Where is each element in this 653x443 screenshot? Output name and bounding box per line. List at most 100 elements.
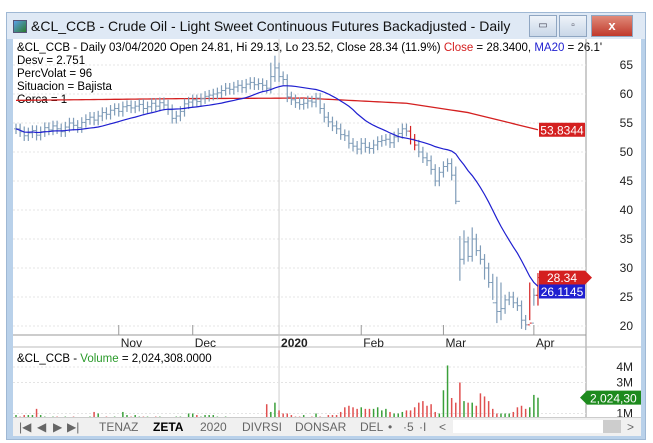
price-bar	[124, 100, 129, 112]
price-bar	[92, 111, 97, 126]
price-bar	[318, 92, 323, 114]
price-bar	[490, 273, 495, 304]
close-badge	[539, 270, 585, 285]
price-bar	[416, 139, 421, 158]
price-bar	[272, 55, 277, 82]
price-bar	[100, 107, 105, 122]
price-bar	[309, 95, 314, 108]
price-bar	[268, 62, 273, 94]
price-bar	[87, 111, 92, 125]
price-bar	[166, 99, 171, 115]
ma200-badge-text: 53.8344	[540, 123, 584, 137]
price-bar	[326, 111, 331, 128]
price-bar	[186, 96, 191, 110]
price-bar	[351, 138, 356, 152]
tab-donsar[interactable]: DONSAR	[295, 420, 347, 434]
tab-2020[interactable]: 2020	[200, 420, 227, 434]
price-bar	[346, 130, 351, 149]
price-bar	[235, 80, 240, 93]
volume-badge-arrow	[580, 390, 587, 405]
price-bar	[363, 138, 368, 153]
y-tick-label: 40	[620, 203, 634, 217]
price-bar	[252, 77, 257, 90]
price-bar	[59, 123, 64, 137]
x-tick-label: 2020	[281, 336, 308, 350]
price-bar	[108, 105, 113, 120]
price-bar	[375, 136, 380, 151]
price-bar	[486, 262, 491, 288]
price-bar	[161, 97, 166, 111]
next-sheet-button[interactable]: ▶	[53, 420, 63, 434]
price-bar	[379, 135, 384, 147]
x-tick-label: Mar	[445, 336, 466, 350]
price-bar	[437, 167, 442, 187]
tab-del[interactable]: DEL	[360, 420, 384, 434]
tab-extra-2[interactable]: ·5	[403, 420, 414, 434]
price-bar	[71, 117, 76, 131]
price-bar	[231, 81, 236, 95]
price-bar	[120, 101, 125, 117]
price-bar	[96, 110, 101, 126]
price-bar	[527, 282, 532, 326]
tab-zeta[interactable]: ZETA	[153, 420, 184, 434]
price-bar	[256, 78, 261, 90]
minimize-button[interactable]: ▭	[529, 15, 557, 37]
price-bar	[174, 110, 179, 124]
price-bar	[425, 152, 429, 166]
y-tick-label: 65	[620, 58, 634, 72]
price-bar	[498, 282, 503, 321]
price-bar	[412, 134, 417, 151]
price-bar	[474, 233, 479, 256]
scroll-left-button[interactable]: <	[439, 420, 447, 434]
price-bar	[116, 103, 121, 117]
first-sheet-button[interactable]: |◀	[19, 420, 32, 434]
price-chart[interactable]: &CL_CCB - Daily 03/04/2020 Open 24.81, H…	[13, 39, 641, 429]
price-bar	[289, 91, 294, 106]
situacion-text: Situacion = Bajista	[17, 81, 113, 93]
price-bar	[466, 236, 471, 262]
ma20-line	[15, 85, 539, 287]
ma200-badge	[539, 122, 585, 137]
scroll-right-button[interactable]: >	[627, 420, 635, 434]
volume-tick-label: 1M	[616, 407, 633, 418]
price-bar	[129, 100, 134, 114]
price-bar	[157, 97, 162, 112]
tab-divrsi[interactable]: DIVRSI	[242, 420, 283, 434]
horizontal-scrollbar[interactable]	[453, 420, 603, 433]
y-tick-label: 30	[620, 261, 634, 275]
y-tick-label: 55	[620, 116, 634, 130]
price-bar	[281, 71, 286, 85]
close-button[interactable]: x	[591, 15, 633, 37]
price-bar	[182, 98, 187, 117]
price-bar	[470, 227, 475, 262]
volume-header: &CL_CCB - Volume = 2,024,308.0000	[17, 353, 212, 365]
price-bar	[55, 120, 60, 135]
price-bar	[334, 120, 339, 135]
price-bar	[457, 200, 462, 281]
maximize-button[interactable]: ▫	[559, 15, 587, 37]
tab-extra-1[interactable]: •	[388, 420, 393, 434]
price-bar	[133, 100, 138, 114]
price-bar	[383, 134, 388, 146]
price-bar	[388, 134, 393, 148]
tab-tenaz[interactable]: TENAZ	[99, 420, 139, 434]
prev-sheet-button[interactable]: ◀	[37, 420, 47, 434]
price-bar	[207, 89, 212, 102]
price-bar	[26, 127, 31, 141]
header-line: &CL_CCB - Daily 03/04/2020 Open 24.81, H…	[17, 42, 602, 54]
volume-tick-label: 3M	[616, 376, 633, 390]
tab-extra-3[interactable]: ·I	[419, 420, 427, 434]
price-bar	[137, 99, 142, 112]
last-sheet-button[interactable]: ▶|	[67, 420, 80, 434]
chart-panel[interactable]: &CL_CCB - Daily 03/04/2020 Open 24.81, H…	[13, 39, 641, 429]
price-bar	[404, 123, 409, 137]
price-bar	[170, 104, 175, 124]
price-bar	[219, 85, 224, 99]
price-bar	[190, 94, 195, 108]
price-bar	[515, 297, 520, 311]
price-bar	[149, 98, 154, 112]
scrollbar-thumb[interactable]	[603, 420, 621, 433]
desv-text: Desv = 2.751	[17, 55, 85, 67]
price-bar	[453, 166, 458, 205]
close-badge-text: 28.34	[547, 271, 577, 285]
